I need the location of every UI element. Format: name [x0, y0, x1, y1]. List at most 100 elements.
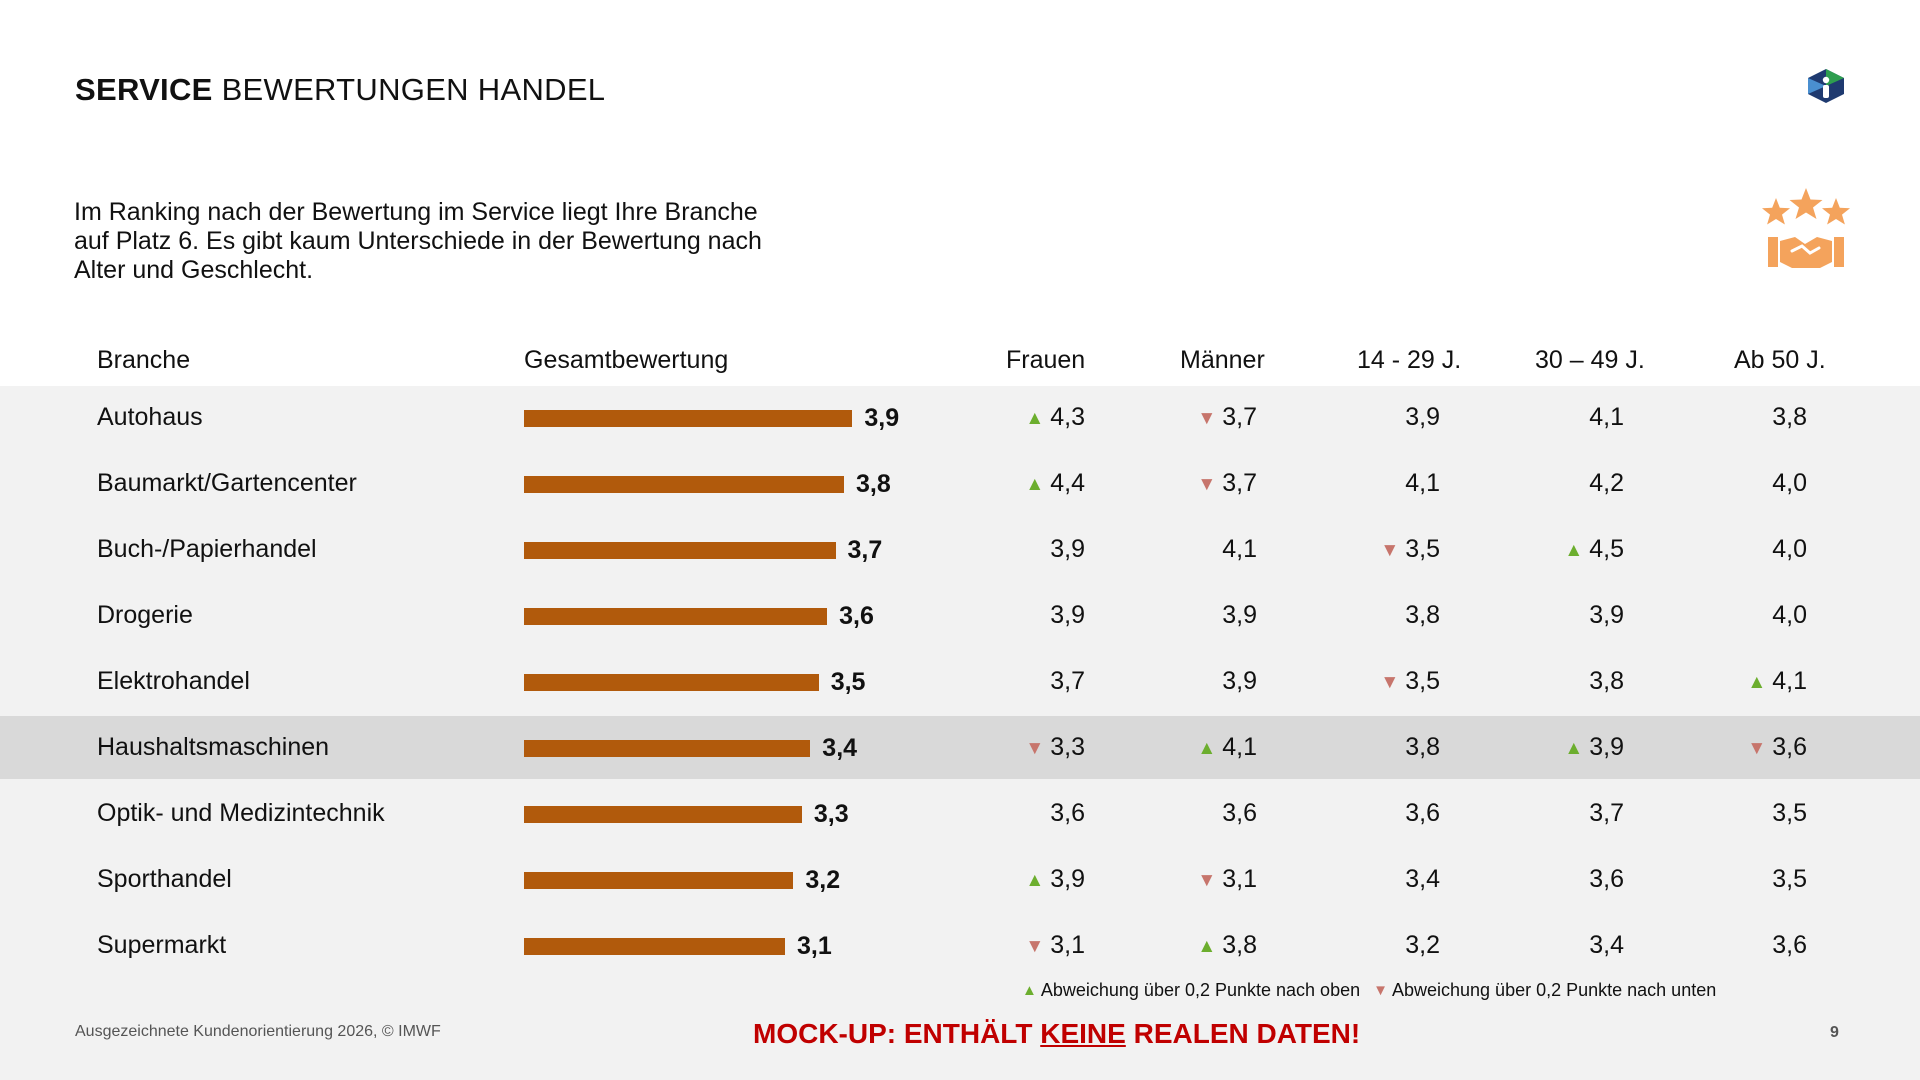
value-cell-a50: 4,0: [1657, 518, 1807, 581]
table-row: Autohaus 3,9 ▲ 4,3 ▼ 3,7 3,9 4,1 3,8: [0, 386, 1920, 449]
triangle-down-icon: ▼: [1747, 738, 1767, 759]
gesamt-value-label: 3,9: [864, 404, 900, 432]
stars-handshake-icon: [1762, 188, 1850, 268]
gesamt-value-label: 3,7: [847, 536, 883, 564]
value-text: 3,8: [1405, 733, 1440, 761]
branche-label: Optik- und Medizintechnik: [97, 799, 385, 827]
triangle-up-icon: ▲: [1197, 738, 1217, 759]
value-cell-a14: ▼ 3,5: [1290, 518, 1440, 581]
intro-text: Im Ranking nach der Bewertung im Service…: [74, 198, 794, 285]
value-cell-a14: 4,1: [1290, 452, 1440, 515]
value-text: 3,7: [1050, 667, 1085, 695]
value-cell-a50: 3,5: [1657, 848, 1807, 911]
value-text: 3,7: [1222, 469, 1257, 497]
value-text: 4,1: [1772, 667, 1807, 695]
table-row: Optik- und Medizintechnik 3,3 3,6 3,6 3,6 3,7…: [0, 782, 1920, 845]
value-cell-frauen: 3,9: [935, 518, 1085, 581]
value-cell-a30: 4,2: [1474, 452, 1624, 515]
gesamt-value-label: 3,4: [822, 734, 858, 762]
legend-up-text: Abweichung über 0,2 Punkte nach oben: [1040, 980, 1361, 1000]
intro-line: auf Platz 6. Es gibt kaum Unterschiede i…: [74, 227, 762, 255]
title-bold: SERVICE: [75, 72, 213, 107]
value-text: 3,6: [1772, 733, 1807, 761]
mockup-text-after: REALEN DATEN!: [1133, 1018, 1361, 1049]
value-text: 3,5: [1405, 667, 1440, 695]
gesamt-bar: [524, 674, 819, 691]
value-text: 4,0: [1772, 469, 1807, 497]
branche-label: Supermarkt: [97, 931, 227, 959]
value-text: 3,8: [1405, 601, 1440, 629]
value-cell-a30: 4,1: [1474, 386, 1624, 449]
mockup-text-underlined: KEINE: [1040, 1018, 1126, 1049]
table-row: Buch-/Papierhandel 3,7 3,9 4,1 ▼ 3,5 ▲ 4,5 4,0: [0, 518, 1920, 581]
gesamt-value-label: 3,2: [805, 866, 841, 894]
branche-label: Sporthandel: [97, 865, 232, 893]
page-number: 9: [1830, 1024, 1839, 1041]
gesamt-value-label: 3,5: [830, 668, 866, 696]
triangle-up-icon: ▲: [1025, 474, 1045, 495]
triangle-up-icon: ▲: [1025, 408, 1045, 429]
value-text: 3,6: [1222, 799, 1257, 827]
table-row: Drogerie 3,6 3,9 3,9 3,8 3,9 4,0: [0, 584, 1920, 647]
intro-line: Alter und Geschlecht.: [74, 256, 314, 284]
value-cell-maenner: 3,9: [1107, 584, 1257, 647]
value-cell-frauen: 3,9: [935, 584, 1085, 647]
value-cell-a50: ▼ 3,6: [1657, 716, 1807, 779]
col-header-maenner: Männer: [1180, 346, 1265, 374]
branche-label: Elektrohandel: [97, 667, 250, 695]
triangle-down-icon: ▼: [1197, 870, 1217, 891]
col-header-branche: Branche: [97, 346, 191, 374]
value-cell-maenner: ▼ 3,1: [1107, 848, 1257, 911]
value-cell-a14: 3,4: [1290, 848, 1440, 911]
value-cell-a30: ▲ 3,9: [1474, 716, 1624, 779]
value-text: 3,3: [1050, 733, 1085, 761]
value-cell-frauen: ▼ 3,3: [935, 716, 1085, 779]
triangle-up-icon: ▲: [1564, 540, 1584, 561]
value-text: 3,8: [1222, 931, 1257, 959]
value-text: 3,5: [1405, 535, 1440, 563]
page-title: SERVICE BEWERTUNGEN HANDEL: [75, 72, 605, 108]
gesamt-value-label: 3,3: [813, 800, 849, 828]
value-cell-frauen: 3,7: [935, 650, 1085, 713]
value-text: 3,9: [1589, 733, 1624, 761]
value-text: 4,1: [1589, 403, 1624, 431]
value-text: 4,4: [1050, 469, 1085, 497]
table-row: Supermarkt 3,1 ▼ 3,1 ▲ 3,8 3,2 3,4 3,6: [0, 914, 1920, 977]
branche-label: Autohaus: [97, 403, 203, 431]
value-text: 3,9: [1050, 535, 1085, 563]
value-text: 3,6: [1772, 931, 1807, 959]
gesamt-bar: [524, 872, 794, 889]
value-text: 3,2: [1405, 931, 1440, 959]
value-text: 3,8: [1772, 403, 1807, 431]
table-row: Sporthandel 3,2 ▲ 3,9 ▼ 3,1 3,4 3,6 3,5: [0, 848, 1920, 911]
table-row: Haushaltsmaschinen 3,4 ▼ 3,3 ▲ 4,1 3,8 ▲ 3,9 ▼ 3,6: [0, 716, 1920, 779]
value-cell-maenner: ▲ 4,1: [1107, 716, 1257, 779]
value-cell-frauen: ▲ 3,9: [935, 848, 1085, 911]
col-header-age-14-29: 14 - 29 J.: [1357, 346, 1462, 374]
legend: ▲ Abweichung über 0,2 Punkte nach oben ▼ A…: [1022, 980, 1716, 1001]
value-text: 3,5: [1772, 865, 1807, 893]
triangle-up-icon: ▲: [1022, 982, 1037, 999]
value-cell-a14: ▼ 3,5: [1290, 650, 1440, 713]
source-note: Ausgezeichnete Kundenorientierung 2026, …: [75, 1023, 441, 1040]
gesamt-bar: [524, 410, 853, 427]
value-cell-a30: 3,7: [1474, 782, 1624, 845]
value-cell-frauen: ▲ 4,4: [935, 452, 1085, 515]
value-text: 4,0: [1772, 535, 1807, 563]
value-cell-a14: 3,8: [1290, 584, 1440, 647]
value-text: 3,6: [1405, 799, 1440, 827]
value-cell-a50: 3,5: [1657, 782, 1807, 845]
value-cell-maenner: ▼ 3,7: [1107, 386, 1257, 449]
value-cell-a50: ▲ 4,1: [1657, 650, 1807, 713]
title-rest: BEWERTUNGEN HANDEL: [221, 72, 606, 107]
value-text: 4,0: [1772, 601, 1807, 629]
value-cell-a50: 4,0: [1657, 584, 1807, 647]
value-cell-a30: 3,9: [1474, 584, 1624, 647]
value-text: 4,1: [1222, 733, 1257, 761]
triangle-up-icon: ▲: [1197, 936, 1217, 957]
triangle-down-icon: ▼: [1025, 936, 1045, 957]
mockup-warning: MOCK-UP: ENTHÄLT KEINE REALEN DATEN!: [753, 1018, 1360, 1050]
value-cell-maenner: 3,9: [1107, 650, 1257, 713]
gesamt-value-label: 3,8: [856, 470, 891, 498]
value-cell-a14: 3,8: [1290, 716, 1440, 779]
